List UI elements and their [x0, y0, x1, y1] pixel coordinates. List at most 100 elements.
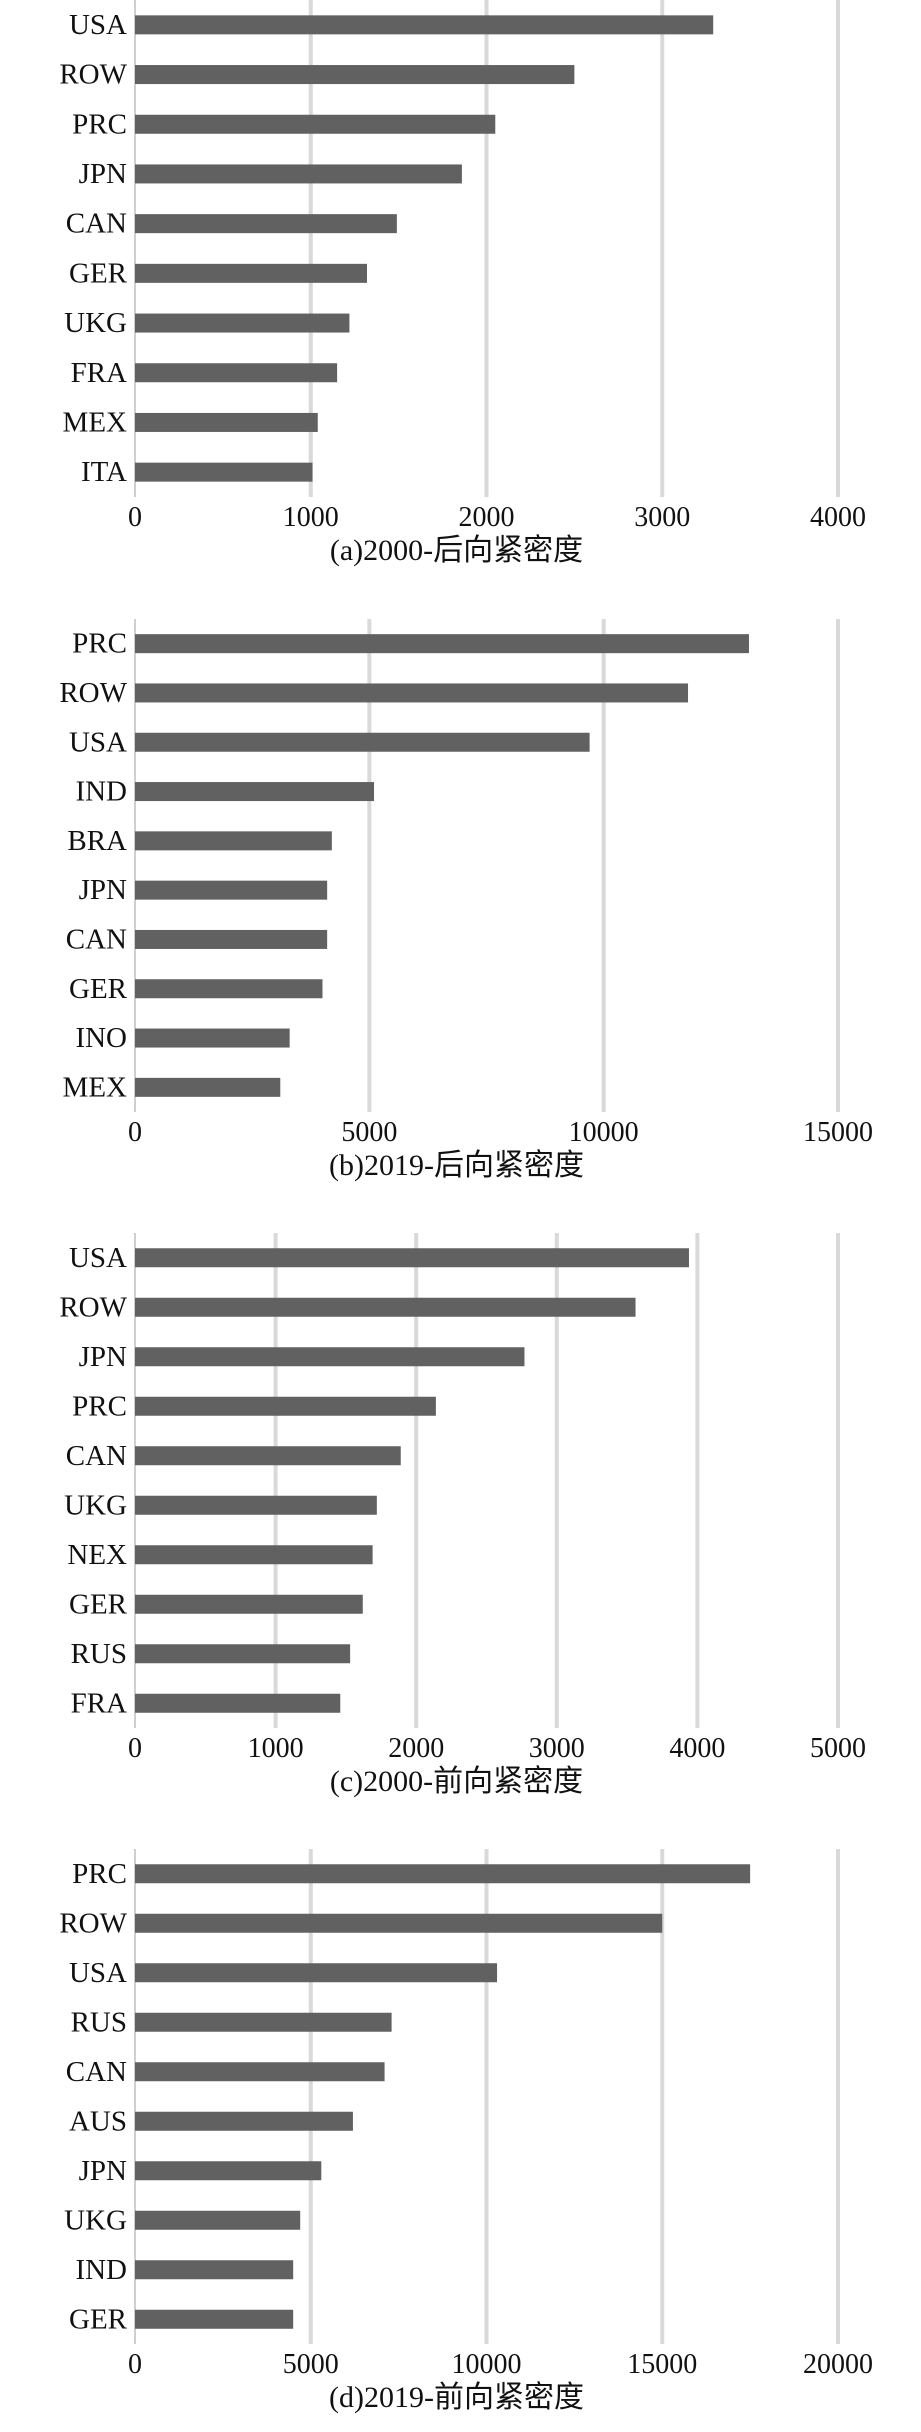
chart-1-bar-ukg [135, 313, 350, 333]
chart-1-tick-label: 1000 [283, 502, 339, 533]
chart-4-bar-ger [135, 2309, 294, 2329]
chart-4-tick-label: 0 [128, 2349, 142, 2380]
chart-3-bar-ukg [135, 1495, 377, 1515]
chart-1-bar-row [135, 65, 575, 85]
chart-4-category-label: RUS [71, 2006, 127, 2038]
chart-3-category-label: NEX [67, 1539, 127, 1571]
chart-4-bar-jpn [135, 2161, 322, 2181]
chart-1-tick-label: 2000 [459, 502, 515, 533]
chart-3-category-label: ROW [59, 1291, 127, 1323]
chart-2-bar-jpn [135, 880, 328, 900]
chart-4-bar-aus [135, 2111, 353, 2131]
chart-2-tick-label: 10000 [569, 1117, 639, 1148]
chart-1-bar-jpn [135, 164, 462, 184]
chart-1-category-label: JPN [79, 158, 127, 190]
chart-2-category-label: MEX [63, 1071, 128, 1103]
chart-2-category-label: PRC [72, 628, 127, 660]
chart-2-bar-prc [135, 634, 749, 654]
chart-4-bar-row [135, 1913, 663, 1933]
chart-1-bar-ita [135, 462, 313, 482]
chart-3-tick-label: 4000 [669, 1733, 725, 1764]
chart-3-bar-nex [135, 1545, 373, 1565]
chart-1-category-label: ROW [59, 59, 127, 91]
chart-4-bar-rus [135, 2012, 392, 2032]
chart-3-tick-label: 2000 [388, 1733, 444, 1764]
chart-4-category-label: PRC [72, 1858, 127, 1890]
chart-2-bar-ind [135, 782, 375, 802]
chart-1-category-label: PRC [72, 108, 127, 140]
chart-1-caption: (a)2000-后向紧密度 [330, 534, 583, 567]
chart-2-bar-mex [135, 1077, 281, 1097]
chart-2-tick-label: 0 [128, 1117, 142, 1148]
chart-2-bar-bra [135, 831, 332, 851]
chart-1-category-label: USA [69, 9, 127, 41]
chart-3-category-label: USA [69, 1242, 127, 1274]
chart-4-tick-label: 20000 [803, 2349, 873, 2380]
chart-3-bar-fra [135, 1693, 341, 1713]
chart-3-category-label: CAN [66, 1440, 127, 1472]
chart-3-category-label: JPN [79, 1341, 127, 1373]
chart-4-category-label: GER [69, 2303, 128, 2335]
chart-1-category-label: UKG [64, 307, 127, 339]
chart-3-category-label: UKG [64, 1489, 127, 1521]
chart-4-bar-ukg [135, 2210, 301, 2230]
chart-3-tick-label: 3000 [529, 1733, 585, 1764]
chart-4-tick-label: 15000 [627, 2349, 697, 2380]
chart-4-category-label: IND [75, 2254, 127, 2286]
chart-3-category-label: PRC [72, 1390, 127, 1422]
chart-3-bar-row [135, 1297, 636, 1317]
chart-3-category-label: FRA [71, 1687, 127, 1719]
chart-3-category-label: RUS [71, 1638, 127, 1670]
chart-2-category-label: IND [75, 776, 127, 808]
chart-4-category-label: CAN [66, 2056, 127, 2088]
chart-1-category-label: MEX [63, 406, 128, 438]
chart-2-category-label: BRA [67, 825, 127, 857]
chart-2-category-label: INO [75, 1022, 127, 1054]
chart-3-tick-label: 0 [128, 1733, 142, 1764]
chart-1-tick-label: 4000 [810, 502, 866, 533]
chart-4-bar-prc [135, 1864, 751, 1884]
chart-3-bar-usa [135, 1248, 689, 1268]
chart-4-tick-label: 10000 [452, 2349, 522, 2380]
chart-2-tick-label: 15000 [803, 1117, 873, 1148]
chart-2-bar-can [135, 929, 328, 949]
chart-2-tick-label: 5000 [341, 1117, 397, 1148]
chart-3-bar-ger [135, 1594, 363, 1614]
chart-2-bar-usa [135, 732, 590, 752]
chart-1-bar-can [135, 214, 397, 234]
chart-4-category-label: UKG [64, 2204, 127, 2236]
chart-4-bar-usa [135, 1963, 498, 1983]
chart-2-category-label: GER [69, 973, 128, 1005]
chart-2-bar-ino [135, 1028, 290, 1048]
chart-1-bar-prc [135, 114, 496, 134]
chart-2-bar-row [135, 683, 689, 703]
chart-3-tick-label: 5000 [810, 1733, 866, 1764]
chart-4-caption: (d)2019-前向紧密度 [329, 2381, 584, 2414]
chart-3-bar-prc [135, 1396, 436, 1416]
chart-1-category-label: GER [69, 257, 128, 289]
chart-2-category-label: ROW [59, 677, 127, 709]
chart-3-bar-rus [135, 1644, 351, 1664]
chart-3-category-label: GER [69, 1588, 128, 1620]
chart-4-category-label: AUS [69, 2105, 127, 2137]
chart-1-bar-mex [135, 412, 318, 432]
chart-1-bar-usa [135, 15, 714, 35]
chart-1-category-label: FRA [71, 357, 127, 389]
chart-1-category-label: CAN [66, 208, 127, 240]
chart-4-bar-can [135, 2062, 385, 2082]
chart-2-category-label: USA [69, 726, 127, 758]
chart-2-category-label: JPN [79, 874, 127, 906]
chart-1-tick-label: 0 [128, 502, 142, 533]
chart-1-bar-fra [135, 363, 338, 383]
chart-2-category-label: CAN [66, 923, 127, 955]
chart-3-caption: (c)2000-前向紧密度 [330, 1765, 583, 1798]
chart-1-bar-ger [135, 263, 367, 283]
chart-2-bar-ger [135, 979, 323, 999]
chart-3-bar-can [135, 1446, 401, 1466]
chart-3-tick-label: 1000 [248, 1733, 304, 1764]
chart-3-bar-jpn [135, 1347, 525, 1367]
chart-1-category-label: ITA [81, 456, 127, 488]
chart-2-caption: (b)2019-后向紧密度 [329, 1149, 584, 1182]
chart-4-tick-label: 5000 [283, 2349, 339, 2380]
